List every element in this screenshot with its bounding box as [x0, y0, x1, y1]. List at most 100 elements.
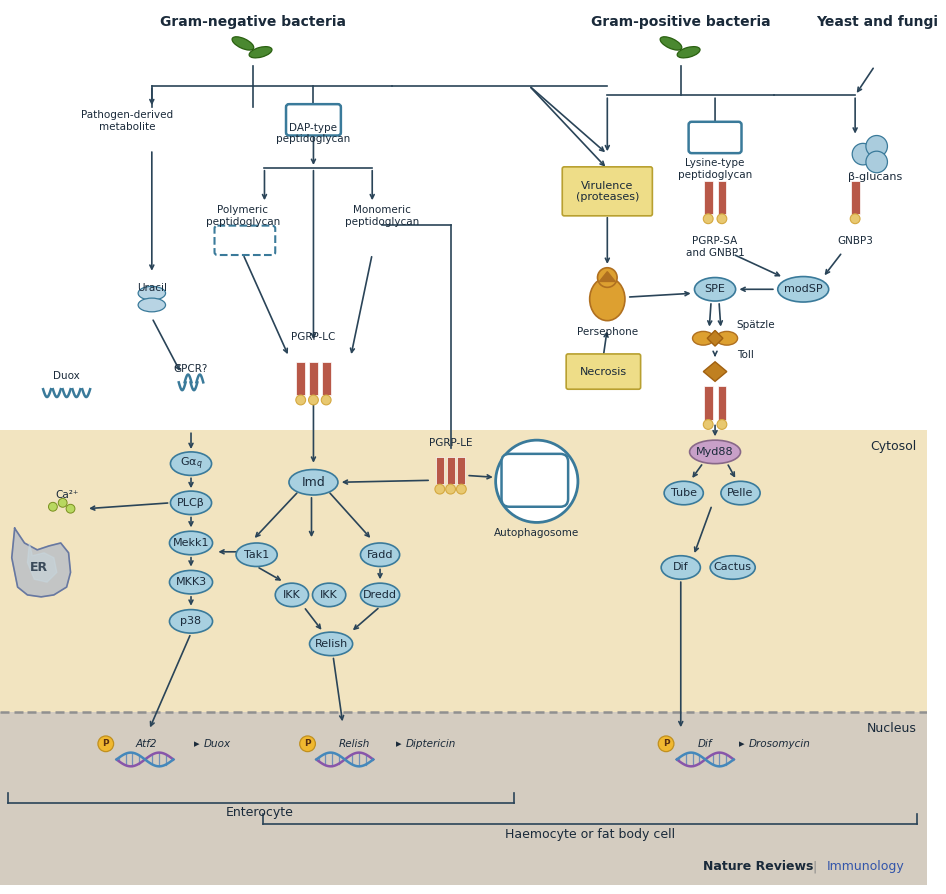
Circle shape	[866, 136, 887, 157]
Text: IKK: IKK	[321, 590, 338, 600]
Circle shape	[59, 499, 67, 507]
Text: IKK: IKK	[283, 590, 301, 600]
Text: Gα$_q$: Gα$_q$	[180, 455, 202, 472]
Text: Toll: Toll	[737, 350, 753, 359]
Text: ▸: ▸	[739, 738, 745, 749]
Text: Relish: Relish	[314, 639, 348, 649]
Bar	[717, 386, 727, 419]
Text: Tak1: Tak1	[244, 550, 270, 560]
Bar	[296, 362, 306, 395]
Ellipse shape	[360, 543, 399, 567]
Ellipse shape	[716, 332, 738, 345]
Circle shape	[48, 502, 58, 511]
Text: ▸: ▸	[395, 738, 401, 749]
Ellipse shape	[690, 440, 741, 464]
Text: Necrosis: Necrosis	[580, 367, 627, 376]
Circle shape	[703, 214, 713, 224]
Ellipse shape	[170, 491, 212, 515]
Text: GNBP3: GNBP3	[837, 236, 873, 247]
Text: Persephone: Persephone	[577, 326, 638, 336]
Text: GPCR?: GPCR?	[174, 364, 208, 374]
Circle shape	[66, 504, 75, 513]
Text: P: P	[102, 739, 109, 748]
Text: Haemocyte or fat body cell: Haemocyte or fat body cell	[504, 828, 674, 841]
Text: Duox: Duox	[53, 371, 80, 382]
Text: PGRP-LE: PGRP-LE	[429, 438, 472, 448]
Circle shape	[717, 419, 727, 429]
Ellipse shape	[598, 267, 617, 287]
Ellipse shape	[660, 37, 682, 50]
Ellipse shape	[138, 286, 166, 300]
Circle shape	[658, 736, 674, 752]
Circle shape	[98, 736, 114, 752]
Polygon shape	[708, 331, 723, 346]
Text: P: P	[305, 739, 311, 748]
Ellipse shape	[692, 332, 714, 345]
Ellipse shape	[232, 37, 254, 50]
Polygon shape	[600, 272, 615, 282]
Text: Spätzle: Spätzle	[737, 320, 775, 331]
Text: Imd: Imd	[302, 476, 325, 489]
Text: Lysine-type
peptidoglycan: Lysine-type peptidoglycan	[678, 158, 752, 180]
Ellipse shape	[170, 451, 212, 476]
Circle shape	[850, 214, 860, 224]
Circle shape	[435, 485, 445, 494]
FancyBboxPatch shape	[501, 454, 569, 507]
Text: DAP-type
peptidoglycan: DAP-type peptidoglycan	[276, 122, 351, 144]
Text: ▸: ▸	[194, 738, 200, 749]
Text: Dif: Dif	[673, 562, 689, 572]
Circle shape	[866, 151, 887, 173]
Circle shape	[308, 395, 319, 405]
Text: Nucleus: Nucleus	[867, 722, 917, 735]
Text: Cactus: Cactus	[713, 562, 752, 572]
Circle shape	[496, 440, 578, 522]
Ellipse shape	[710, 556, 755, 579]
Bar	[436, 457, 444, 485]
Ellipse shape	[661, 556, 700, 579]
Ellipse shape	[677, 46, 700, 58]
Polygon shape	[27, 543, 57, 582]
Bar	[447, 457, 454, 485]
Circle shape	[703, 419, 713, 429]
FancyBboxPatch shape	[566, 354, 640, 389]
Circle shape	[717, 214, 727, 224]
Bar	[322, 362, 330, 395]
Polygon shape	[703, 362, 727, 382]
Bar	[850, 181, 860, 214]
Ellipse shape	[138, 298, 166, 312]
FancyBboxPatch shape	[562, 167, 653, 215]
FancyBboxPatch shape	[689, 122, 742, 153]
Text: Ca²⁺: Ca²⁺	[55, 490, 79, 500]
Text: Gram-negative bacteria: Gram-negative bacteria	[160, 15, 345, 29]
Ellipse shape	[249, 46, 272, 58]
Text: Dredd: Dredd	[363, 590, 397, 600]
Text: Duox: Duox	[203, 738, 231, 749]
Text: ER: ER	[30, 561, 48, 574]
Circle shape	[322, 395, 331, 405]
Ellipse shape	[360, 583, 399, 607]
Ellipse shape	[169, 531, 213, 555]
Ellipse shape	[236, 543, 277, 567]
Text: Mekk1: Mekk1	[173, 538, 209, 548]
Ellipse shape	[721, 481, 761, 505]
Bar	[717, 181, 727, 214]
Circle shape	[296, 395, 306, 405]
Text: Enterocyte: Enterocyte	[226, 806, 293, 820]
Ellipse shape	[169, 570, 213, 594]
Ellipse shape	[694, 277, 736, 301]
Text: Myd88: Myd88	[696, 447, 734, 457]
Text: Dif: Dif	[697, 738, 712, 749]
Text: Fadd: Fadd	[367, 550, 394, 560]
Circle shape	[300, 736, 315, 752]
Text: PGRP-LC: PGRP-LC	[291, 333, 336, 342]
Text: Yeast and fungi: Yeast and fungi	[815, 15, 937, 29]
Text: Cytosol: Cytosol	[870, 440, 917, 453]
Bar	[458, 457, 465, 485]
Text: P: P	[663, 739, 670, 748]
Text: Virulence
(proteases): Virulence (proteases)	[575, 181, 639, 202]
Ellipse shape	[169, 610, 213, 633]
Text: β-glucans: β-glucans	[848, 172, 902, 181]
Text: Diptericin: Diptericin	[406, 738, 456, 749]
Circle shape	[852, 143, 874, 164]
Text: Monomeric
peptidoglycan: Monomeric peptidoglycan	[345, 205, 419, 227]
